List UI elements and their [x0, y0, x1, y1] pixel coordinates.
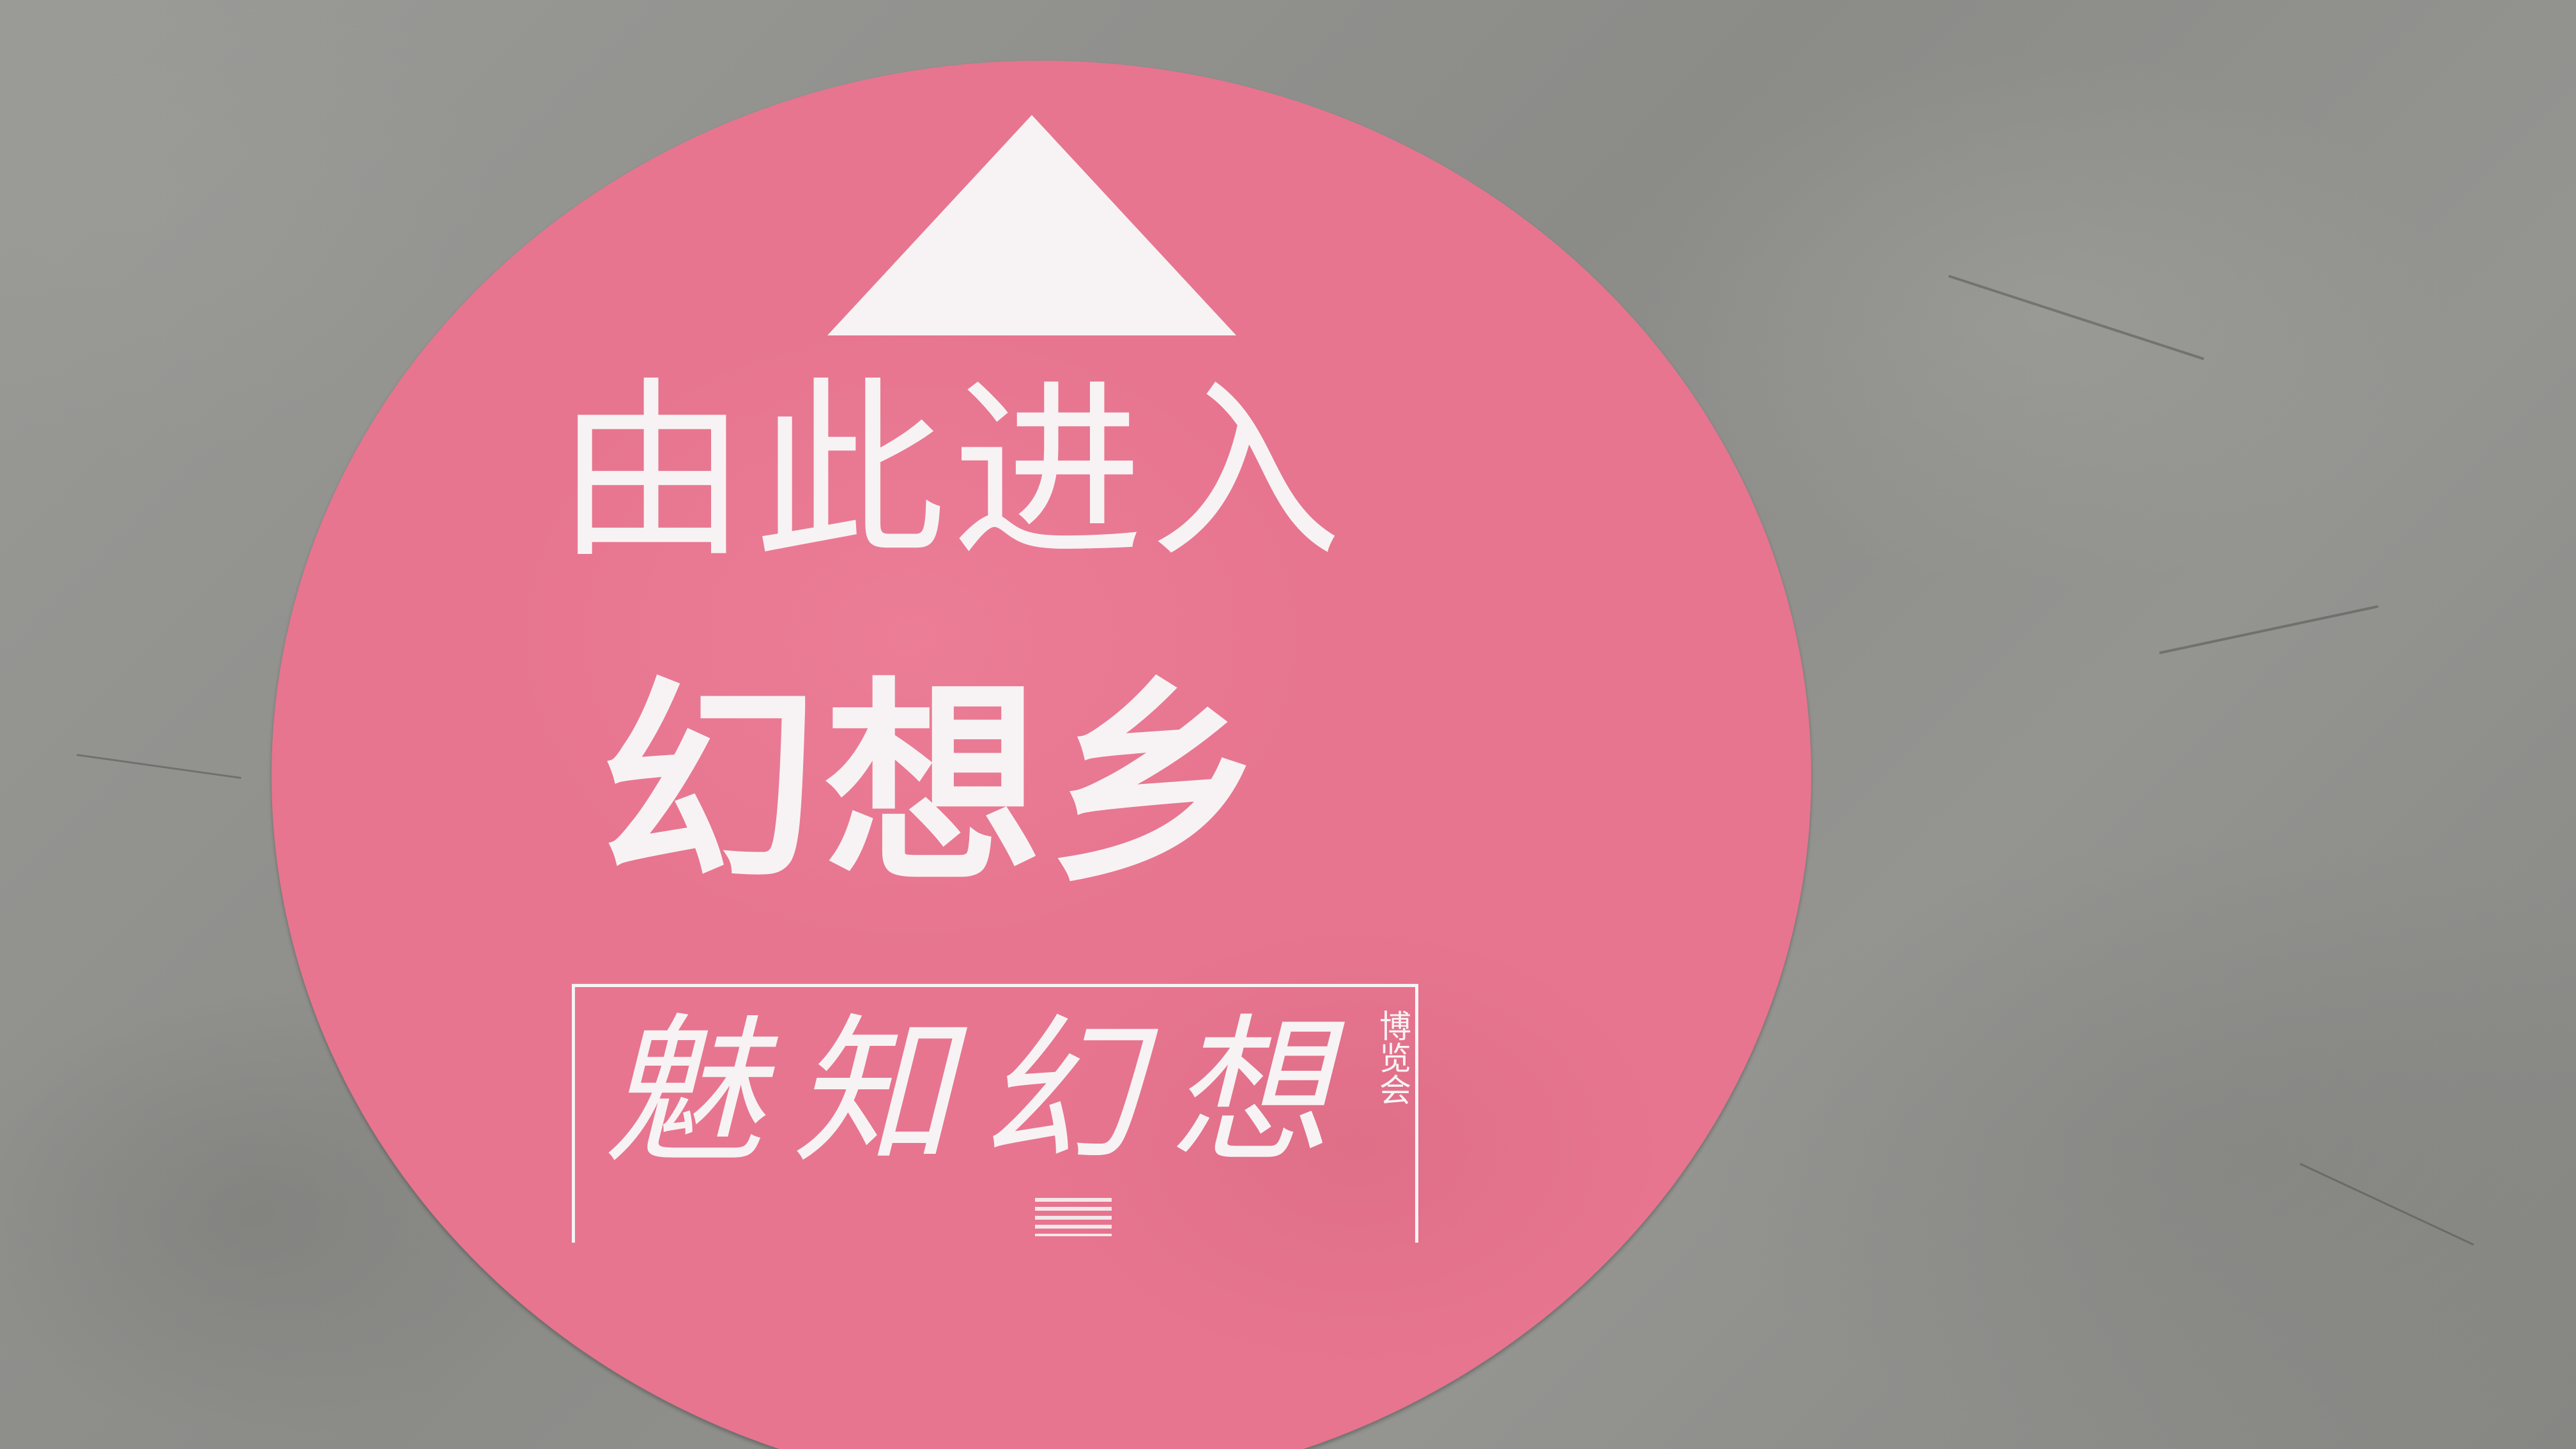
- event-logo-frame: [572, 984, 1418, 1243]
- enter-here-text: 由此进入: [556, 361, 1348, 584]
- floor-crack: [2159, 605, 2379, 654]
- logo-wave-decoration: [1035, 1198, 1112, 1236]
- floor-crack: [2299, 1163, 2474, 1246]
- event-logo-text: 魅知幻想: [604, 999, 1358, 1185]
- destination-text: 幻想乡: [601, 659, 1271, 912]
- floor-crack: [76, 754, 241, 779]
- floor-crack: [1948, 275, 2205, 360]
- up-triangle-arrow-icon: [827, 115, 1236, 335]
- event-logo-subtitle: 博览会: [1374, 1009, 1411, 1105]
